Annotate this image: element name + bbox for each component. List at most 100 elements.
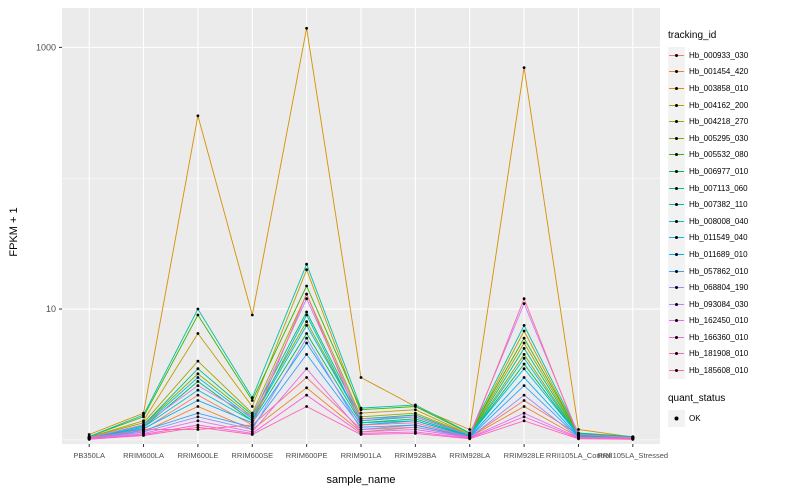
- data-point: [522, 367, 526, 371]
- data-point: [414, 425, 417, 429]
- data-point: [305, 284, 308, 288]
- data-point: [305, 405, 308, 408]
- legend-label: Hb_093084_030: [689, 299, 749, 309]
- legend-key-icon: [668, 295, 685, 313]
- data-point: [522, 336, 526, 340]
- x-tick-label: RRIM600SE: [231, 451, 273, 460]
- data-point: [305, 292, 308, 296]
- data-point: [522, 302, 526, 305]
- data-point: [142, 421, 145, 425]
- data-point: [631, 436, 635, 440]
- legend-key-icon: [668, 328, 685, 346]
- data-point: [359, 419, 363, 423]
- legend-label: Hb_057862_010: [689, 266, 749, 276]
- data-point: [196, 332, 200, 335]
- x-tick-label: RRIM600LE: [177, 451, 218, 460]
- legend-entry: Hb_093084_030: [668, 295, 798, 313]
- data-point: [522, 405, 526, 408]
- legend-key-icon: [668, 46, 685, 64]
- data-point: [196, 399, 200, 402]
- data-point: [196, 376, 200, 379]
- data-point: [522, 324, 526, 327]
- data-point: [142, 423, 145, 427]
- legend-label: Hb_007113_060: [689, 183, 748, 193]
- legend-title-tracking-id: tracking_id: [668, 30, 717, 41]
- data-point: [522, 399, 526, 402]
- legend-key-icon: [668, 212, 685, 230]
- legend-entry: Hb_001454_420: [668, 63, 798, 81]
- data-point: [414, 403, 417, 407]
- legend-entry: Hb_008008_040: [668, 212, 798, 230]
- legend-entry: Hb_162450_010: [668, 312, 798, 330]
- x-tick-label: RRIM928LA: [449, 451, 490, 460]
- data-point: [359, 415, 363, 419]
- data-point: [196, 425, 200, 429]
- legend-key-icon: [668, 179, 685, 197]
- data-point: [250, 405, 254, 408]
- data-point: [359, 376, 363, 379]
- data-point: [250, 425, 254, 429]
- data-point: [250, 417, 254, 421]
- legend-label: Hb_162450_010: [689, 316, 749, 326]
- x-tick-label: RRII105LA_Stressed: [598, 451, 668, 460]
- data-point: [359, 406, 363, 410]
- legend-key-icon: [668, 129, 685, 147]
- legend-key-icon: [668, 345, 685, 363]
- y-tick-label: 10: [46, 304, 56, 314]
- plot-area: 10 1000 PB350LA RRIM600LA RRIM600LE RRIM600SE…: [36, 8, 668, 460]
- data-point: [196, 114, 200, 118]
- data-point: [196, 359, 200, 363]
- legend-label: Hb_166360_010: [689, 332, 749, 342]
- data-point: [305, 324, 308, 327]
- data-point: [250, 415, 254, 419]
- data-point: [522, 353, 526, 356]
- legend-entry: Hb_000933_030: [668, 46, 798, 64]
- legend-label: Hb_000933_030: [689, 50, 749, 60]
- x-tick-label: PB350LA: [73, 451, 105, 460]
- legend-key-icon: [668, 79, 685, 97]
- legend-label: Hb_181908_010: [689, 349, 749, 359]
- data-point: [522, 297, 526, 301]
- data-point: [414, 408, 417, 412]
- legend-key-icon: [668, 96, 685, 114]
- data-point: [414, 419, 417, 423]
- data-point: [305, 386, 308, 390]
- legend-label: Hb_005295_030: [689, 133, 749, 143]
- legend-entry: Hb_004162_200: [668, 96, 798, 114]
- legend-label: Hb_007382_110: [689, 200, 748, 210]
- data-point: [250, 396, 254, 400]
- data-point: [196, 380, 200, 383]
- legend-key-icon: [668, 262, 685, 280]
- data-point: [196, 405, 200, 408]
- x-tick-label: RRIM928BA: [395, 451, 437, 460]
- data-point: [305, 26, 308, 30]
- legend-key-icon: [668, 362, 685, 380]
- legend-key-icon: [668, 245, 685, 263]
- data-point: [522, 347, 526, 350]
- legend-label: Hb_008008_040: [689, 216, 749, 226]
- legend-label: Hb_011549_040: [689, 233, 748, 243]
- legend-label: Hb_001454_420: [689, 67, 749, 77]
- data-point: [577, 428, 580, 431]
- data-point: [414, 417, 417, 421]
- legend-label: Hb_185608_010: [689, 366, 749, 376]
- legend-entry: Hb_185608_010: [668, 362, 798, 380]
- data-point: [196, 307, 200, 311]
- legend-entry: Hb_057862_010: [668, 262, 798, 280]
- legend-label: Hb_004218_270: [689, 117, 749, 127]
- data-point: [359, 421, 363, 425]
- data-point: [305, 268, 308, 272]
- x-tick-label: RRIM600PE: [286, 451, 328, 460]
- data-point: [87, 436, 91, 440]
- legend-key-icon: [668, 146, 685, 164]
- legend-entry: Hb_068804_190: [668, 279, 798, 297]
- legend-entry: Hb_166360_010: [668, 328, 798, 346]
- legend-label: Hb_006977_010: [689, 166, 749, 176]
- data-point: [414, 428, 417, 431]
- legend-key-icon: [668, 63, 685, 81]
- data-point: [414, 432, 417, 435]
- data-point: [87, 433, 91, 436]
- data-point: [142, 434, 145, 437]
- data-point: [250, 419, 254, 423]
- data-point: [305, 297, 308, 301]
